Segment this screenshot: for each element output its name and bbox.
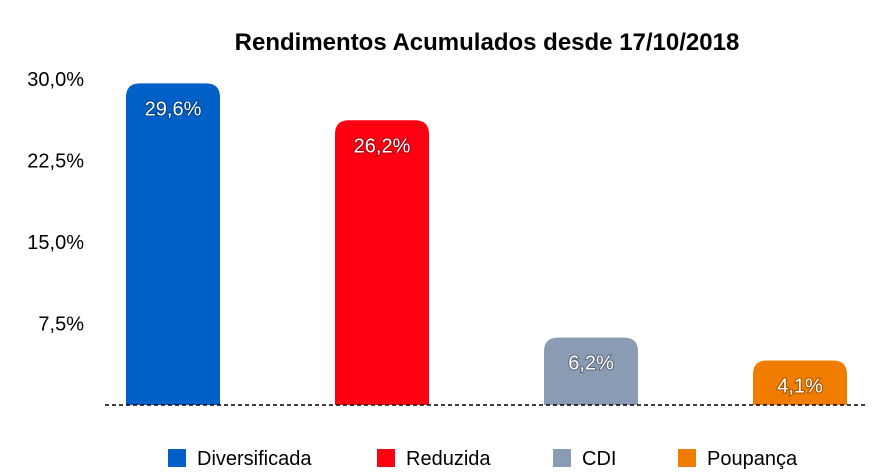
legend-swatch	[678, 449, 696, 467]
y-tick-label: 7,5%	[38, 314, 84, 336]
legend-label: Diversificada	[197, 448, 312, 470]
bar-value-label: 29,6%	[145, 98, 202, 120]
bar-value-label: 4,1%	[777, 375, 823, 397]
bar-reduzida	[335, 120, 429, 405]
y-tick-label: 15,0%	[27, 232, 84, 254]
y-tick-label: 30,0%	[27, 69, 84, 91]
bar-poupança	[753, 360, 847, 405]
legend-label: CDI	[582, 448, 616, 470]
legend: Diversificada Reduzida CDI Poupança	[168, 448, 798, 470]
bars: 29,6% 26,2% 6,2% 4,1%	[126, 83, 847, 405]
legend-swatch	[377, 449, 395, 467]
y-axis-ticks: 7,5% 15,0% 22,5% 30,0%	[27, 69, 84, 336]
bar-value-label: 6,2%	[568, 353, 614, 375]
chart-title: Rendimentos Acumulados desde 17/10/2018	[235, 29, 740, 56]
bar-cdi	[544, 337, 638, 405]
bar-value-label: 26,2%	[354, 135, 411, 157]
bar-diversificada	[126, 83, 220, 405]
legend-label: Poupança	[707, 448, 798, 470]
legend-label: Reduzida	[406, 448, 491, 470]
legend-swatch	[168, 449, 186, 467]
legend-swatch	[553, 449, 571, 467]
y-tick-label: 22,5%	[27, 151, 84, 173]
